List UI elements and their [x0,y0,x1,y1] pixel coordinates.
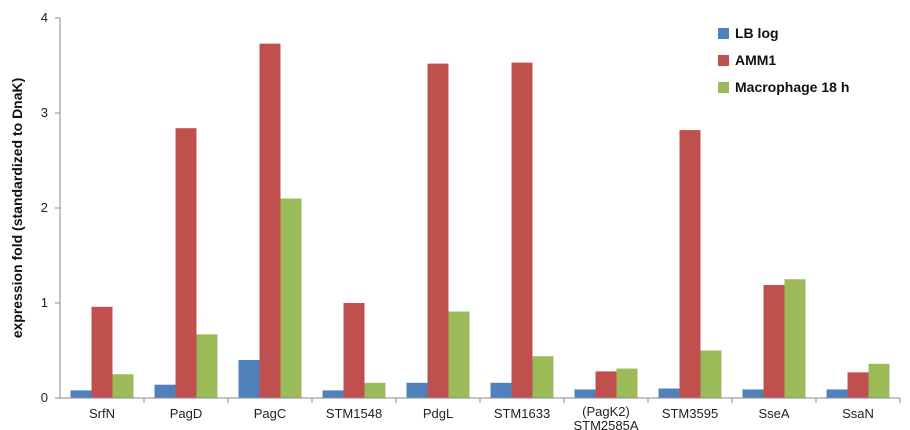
x-tick-label: SseA [758,406,789,421]
bar-macrophage-18-h-7 [700,350,722,398]
bar-amm1-1 [175,128,197,398]
legend-label: LB log [735,25,779,41]
bar-lb-log-5 [490,382,512,398]
legend-label: Macrophage 18 h [735,79,849,95]
x-tick-label: SsaN [842,406,874,421]
x-tick-label: STM1548 [326,406,382,421]
y-tick-label: 2 [41,200,48,215]
bar-amm1-7 [679,130,701,398]
y-tick-label: 1 [41,295,48,310]
legend: LB log AMM1 Macrophage 18 h [718,25,849,95]
bar-lb-log-2 [238,360,260,398]
bar-amm1-9 [847,372,869,398]
x-tick-label: STM3595 [662,406,718,421]
bar-amm1-8 [763,284,785,398]
bar-amm1-0 [91,306,113,398]
x-tick-label: PagD [170,406,203,421]
x-tick-label: (PagK2) [582,404,630,419]
x-tick-label: PdgL [423,406,453,421]
x-tick-label: SrfN [89,406,115,421]
bar-lb-log-4 [406,382,428,398]
bar-macrophage-18-h-8 [784,279,806,398]
legend-swatch [718,55,729,66]
legend-swatch [718,82,729,93]
bar-lb-log-7 [658,388,680,398]
bars [70,43,890,399]
bar-macrophage-18-h-9 [868,363,890,398]
bar-lb-log-6 [574,389,596,398]
axes [59,18,901,403]
bar-lb-log-1 [154,384,176,398]
bar-lb-log-0 [70,390,92,398]
x-tick-label: PagC [254,406,287,421]
bar-lb-log-9 [826,389,848,398]
bar-macrophage-18-h-5 [532,356,554,398]
bar-macrophage-18-h-2 [280,198,302,398]
x-axis-tick-labels: SrfN PagD PagC STM1548 PdgL STM1633 (PagK2)STM… [89,404,874,430]
x-tick-label: STM1633 [494,406,550,421]
legend-label: AMM1 [735,52,776,68]
y-axis-ticks: 0 1 2 3 4 [41,10,60,405]
y-tick-label: 4 [41,10,48,25]
bar-macrophage-18-h-1 [196,334,218,398]
x-tick-label: STM2585A [573,418,638,430]
bar-amm1-3 [343,303,365,398]
bar-amm1-6 [595,371,617,398]
bar-lb-log-3 [322,390,344,398]
bar-lb-log-8 [742,389,764,398]
y-tick-label: 3 [41,105,48,120]
bar-amm1-4 [427,63,449,398]
bar-macrophage-18-h-6 [616,368,638,398]
bar-macrophage-18-h-4 [448,311,470,398]
bar-amm1-5 [511,62,533,399]
y-tick-label: 0 [41,390,48,405]
bar-macrophage-18-h-3 [364,382,386,398]
bar-amm1-2 [259,43,281,399]
bar-macrophage-18-h-0 [112,374,134,398]
legend-swatch [718,28,729,39]
y-axis-label: expression fold (standardized to DnaK) [9,78,25,339]
